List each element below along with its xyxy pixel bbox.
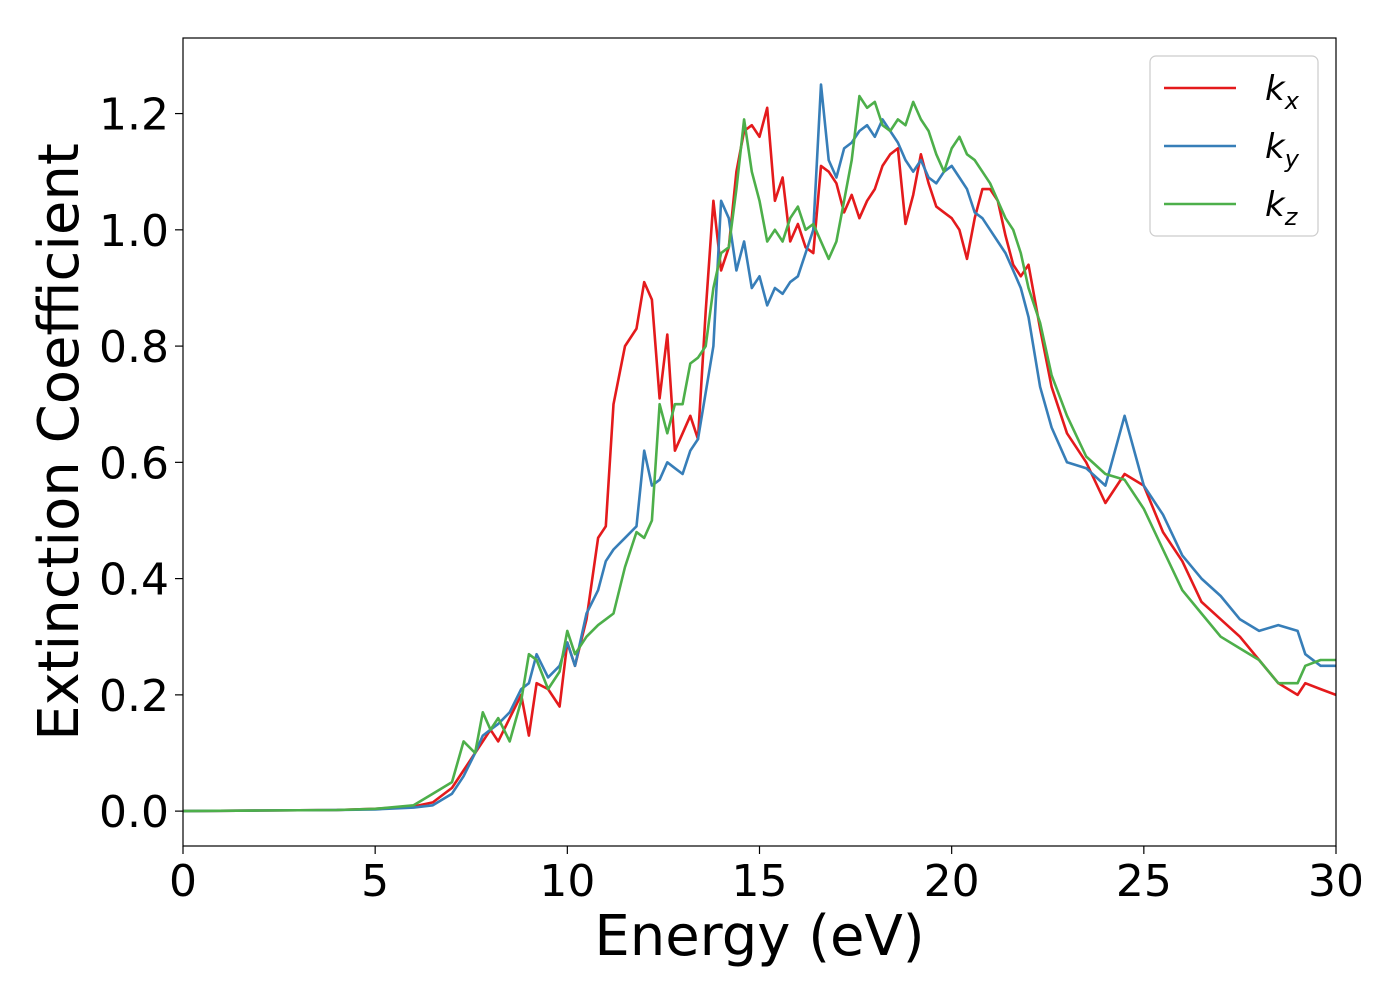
- y-tick-label: 0.6: [99, 438, 169, 489]
- y-tick-label: 0.4: [99, 555, 169, 606]
- legend-label-x: kx: [1265, 69, 1300, 115]
- y-tick-label: 1.0: [99, 206, 169, 257]
- x-tick-label: 15: [732, 856, 788, 907]
- x-tick-label: 10: [539, 856, 595, 907]
- y-axis-title: Extinction Coefficient: [27, 143, 92, 741]
- x-tick-label: 5: [361, 856, 389, 907]
- y-tick-label: 1.2: [99, 90, 169, 141]
- series-line-x: [183, 106, 1336, 813]
- y-tick-label: 0.2: [99, 671, 169, 722]
- y-tick-label: 0.8: [99, 322, 169, 373]
- x-tick-label: 0: [169, 856, 197, 907]
- x-tick-label: 25: [1116, 856, 1172, 907]
- x-tick-label: 20: [924, 856, 980, 907]
- y-axis: 0.0 0.2 0.4 0.6 0.8 1.0 1.2: [99, 90, 183, 838]
- legend-label-z: kz: [1265, 185, 1299, 231]
- x-axis: 0 5 10 15 20 25 30: [169, 846, 1364, 907]
- y-tick-label: 0.0: [99, 787, 169, 838]
- series-line-y: [183, 83, 1336, 813]
- x-axis-title: Energy (eV): [594, 904, 924, 969]
- x-tick-label: 30: [1308, 856, 1364, 907]
- legend: kx ky kz: [1149, 55, 1319, 237]
- legend-label-y: ky: [1265, 127, 1300, 173]
- series-line-z: [183, 94, 1336, 813]
- series-layer: [183, 83, 1336, 813]
